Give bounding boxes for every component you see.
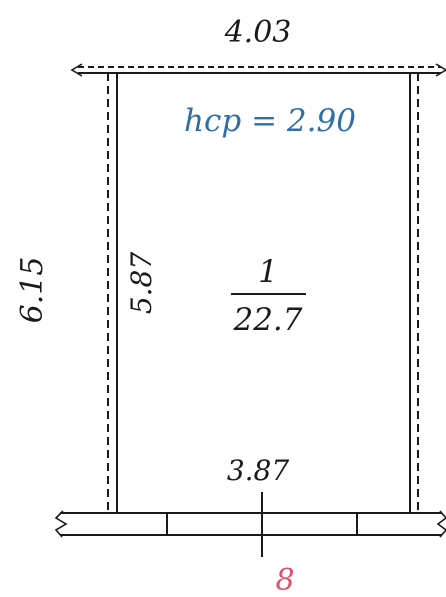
room-area-label: 22.7 — [232, 302, 302, 338]
inner-width-label: 3.87 — [227, 454, 290, 487]
inner-length-label: 5.87 — [125, 252, 158, 315]
total-width-label: 4.03 — [224, 15, 292, 50]
room-number-label: 1 — [258, 254, 278, 290]
bottom-wall — [54, 510, 446, 538]
total-length-label: 6.15 — [15, 257, 50, 324]
section-mark-label: 8 — [275, 563, 294, 597]
ceiling-height-label: hcp = 2.90 — [184, 103, 356, 139]
top-wall — [70, 63, 446, 77]
left-wall — [107, 73, 118, 512]
right-wall — [409, 73, 419, 512]
